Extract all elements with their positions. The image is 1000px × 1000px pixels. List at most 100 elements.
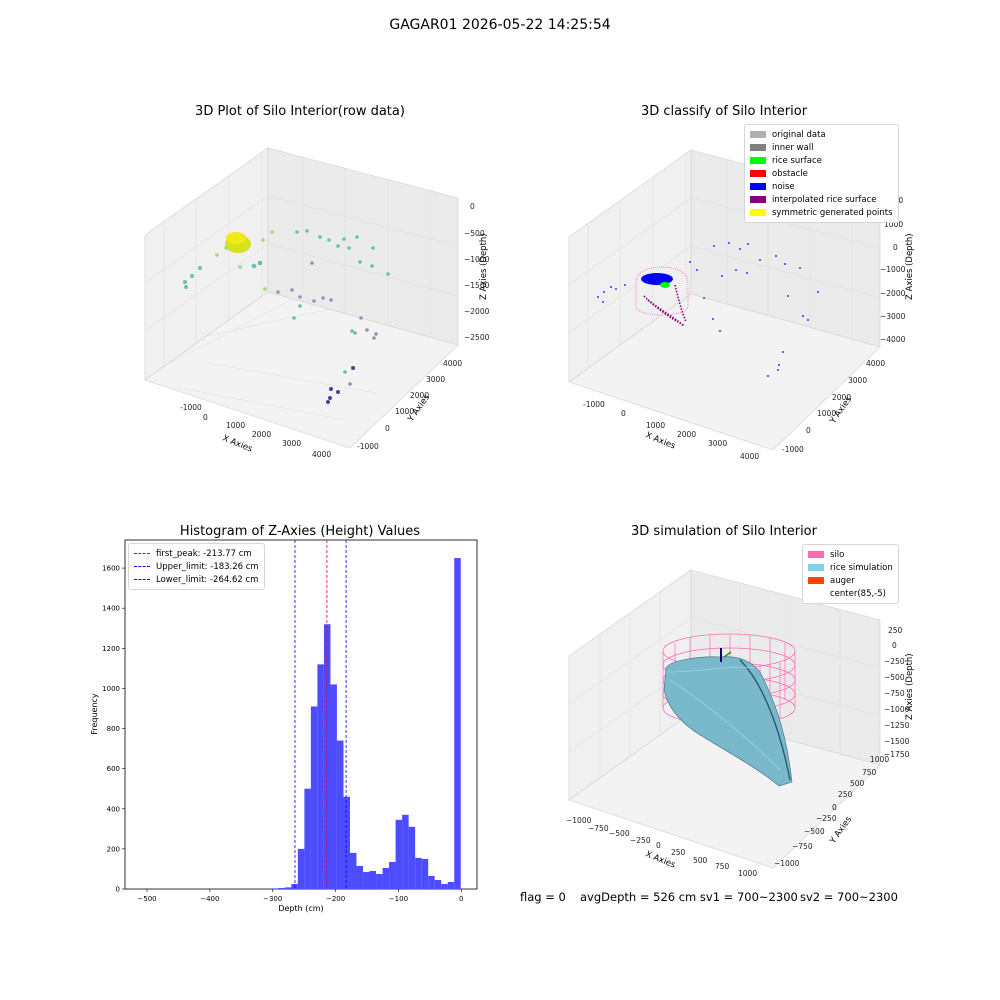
svg-text:500: 500 [850,779,865,788]
svg-text:3000: 3000 [708,439,727,448]
histogram-bar [441,883,448,889]
classify-xlabel: X Axies [644,431,677,452]
histogram-bar [363,871,370,889]
y-tick-label: 1400 [102,605,120,613]
x-tick-label: −300 [263,895,282,903]
histogram-title: Histogram of Z-Axies (Height) Values [179,524,421,539]
svg-text:−500: −500 [464,229,485,238]
histogram-bar [402,814,409,889]
y-tick-label: 1600 [102,565,120,573]
svg-text:−750: −750 [792,842,813,851]
histogram-bar [382,867,390,889]
histogram-frame [124,539,478,890]
svg-text:0: 0 [656,841,661,850]
svg-text:250: 250 [838,790,853,799]
histogram-bar [349,852,357,889]
svg-text:−3000: −3000 [880,312,906,321]
histogram-bar [454,558,461,889]
avg-depth-text: avgDepth = 526 cm sv1 = 700~2300 [580,890,798,904]
legend-swatch [750,209,766,216]
sv2-text: sv2 = 700~2300 [800,890,898,904]
legend-swatch [808,590,824,597]
svg-text:−1500: −1500 [464,281,490,290]
legend-item: rice simulation [808,561,893,574]
y-tick-label: 0 [116,886,120,894]
legend-item: original data [750,128,893,141]
svg-text:4000: 4000 [866,359,885,368]
svg-text:2000: 2000 [677,430,696,439]
svg-text:4000: 4000 [312,450,331,459]
legend-swatch [808,564,824,571]
svg-text:0: 0 [893,243,898,252]
svg-text:1000: 1000 [870,755,889,764]
svg-text:−1000: −1000 [880,265,906,274]
svg-text:−750: −750 [884,689,905,698]
y-tick-label: 200 [107,845,120,853]
y-tick-label: 600 [107,765,120,773]
svg-text:−1000: −1000 [464,255,490,264]
histogram-bar [297,848,305,889]
legend-item: silo [808,548,893,561]
svg-text:2000: 2000 [832,393,851,402]
svg-text:0: 0 [470,202,475,211]
legend-item: inner wall [750,141,893,154]
histogram-bar [317,664,324,889]
histogram-bar [271,888,279,889]
legend-item: center(85,-5) [808,587,893,600]
svg-text:−750: −750 [588,824,609,833]
raw-plot-title: 3D Plot of Silo Interior(row data) [195,104,405,119]
histogram-bar [310,706,318,889]
histogram-bar [395,819,403,889]
svg-text:3000: 3000 [848,376,867,385]
histogram-bar [389,861,396,889]
simulation-legend: silo rice simulation auger center(85,-5) [802,544,899,604]
svg-text:1000: 1000 [738,869,757,878]
svg-text:−1750: −1750 [884,750,910,759]
histogram-bar [304,788,311,889]
svg-text:0: 0 [806,426,811,435]
histogram-bar [428,875,435,889]
svg-text:−500: −500 [609,829,630,838]
histogram-bar [376,873,383,889]
classify-plot-title: 3D classify of Silo Interior [640,104,808,119]
svg-text:500: 500 [693,856,708,865]
y-tick-label: 1000 [102,685,120,693]
classify-zlabel: Z Axies (Depth) [905,233,915,300]
histogram-plot: −500 −400 −300 −200 −100 0 0 200 400 600 800 1000 1… [90,539,478,913]
raw-zlabel: Z Axies (Depth) [479,233,489,300]
histogram-bar [343,796,351,889]
svg-text:1000: 1000 [884,220,903,229]
svg-text:3000: 3000 [426,375,445,384]
svg-text:3000: 3000 [282,439,301,448]
svg-text:1000: 1000 [395,407,414,416]
histogram-ylabel: Frequency [90,693,99,735]
flag-text: flag = 0 [520,890,566,904]
svg-text:−1500: −1500 [884,737,910,746]
histogram-bar [356,865,364,889]
legend-swatch [808,551,824,558]
y-tick-label: 400 [107,805,120,813]
figure-suptitle: GAGAR01 2026-05-22 14:25:54 [389,17,611,33]
legend-item: Lower_limit: -264.62 cm [134,573,259,586]
svg-text:-1000: -1000 [782,445,804,454]
svg-text:−1000: −1000 [884,705,910,714]
svg-text:−1000: −1000 [774,859,800,868]
legend-swatch [750,170,766,177]
svg-text:−2000: −2000 [464,307,490,316]
y-tick-label: 800 [107,725,120,733]
svg-text:−500: −500 [804,827,825,836]
legend-swatch [750,183,766,190]
svg-text:-1000: -1000 [180,403,202,412]
legend-item: obstacle [750,167,893,180]
legend-line [134,579,150,580]
svg-text:0: 0 [385,424,390,433]
svg-text:4000: 4000 [740,452,759,461]
legend-swatch [808,577,824,584]
svg-text:2000: 2000 [410,391,429,400]
svg-text:−250: −250 [884,657,905,666]
histogram-bar [421,858,429,889]
legend-line [134,553,150,554]
svg-text:−1250: −1250 [884,721,910,730]
